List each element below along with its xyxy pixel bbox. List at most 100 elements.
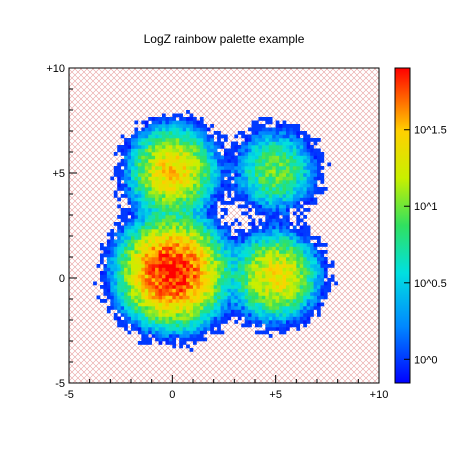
heatmap-cell bbox=[137, 225, 142, 230]
heatmap-cell bbox=[275, 159, 280, 163]
heatmap-cell bbox=[148, 155, 152, 160]
heatmap-cell bbox=[258, 271, 263, 275]
heatmap-cell bbox=[320, 302, 325, 307]
heatmap-cell bbox=[210, 141, 214, 146]
heatmap-cell bbox=[289, 134, 294, 139]
heatmap-cell bbox=[124, 274, 128, 279]
heatmap-cell bbox=[292, 306, 297, 310]
heatmap-cell bbox=[272, 257, 276, 261]
heatmap-cell bbox=[217, 299, 221, 303]
heatmap-cell bbox=[313, 253, 318, 258]
heatmap-cell bbox=[313, 176, 318, 181]
heatmap-cell bbox=[286, 260, 290, 265]
heatmap-cell bbox=[134, 211, 139, 216]
heatmap-cell bbox=[186, 229, 190, 233]
heatmap-cell bbox=[210, 190, 214, 195]
heatmap-cell bbox=[272, 134, 276, 139]
heatmap-cell bbox=[299, 229, 304, 233]
heatmap-cell bbox=[155, 320, 159, 324]
heatmap-cell bbox=[120, 236, 125, 240]
heatmap-cell bbox=[203, 285, 208, 289]
heatmap-cell bbox=[203, 239, 208, 244]
heatmap-cell bbox=[186, 299, 190, 303]
heatmap-cell bbox=[230, 152, 235, 156]
heatmap-cell bbox=[255, 292, 259, 296]
heatmap-cell bbox=[189, 330, 194, 335]
heatmap-cell bbox=[131, 306, 135, 310]
heatmap-cell bbox=[272, 323, 276, 328]
heatmap-cell bbox=[203, 260, 208, 265]
heatmap-cell bbox=[227, 152, 232, 156]
heatmap-cell bbox=[296, 281, 301, 286]
heatmap-cell bbox=[165, 197, 170, 202]
heatmap-cell bbox=[241, 204, 245, 209]
heatmap-cell bbox=[137, 148, 142, 153]
heatmap-cell bbox=[310, 159, 314, 163]
heatmap-cell bbox=[186, 313, 190, 317]
heatmap-cell bbox=[279, 127, 283, 132]
heatmap-cell bbox=[272, 190, 276, 195]
heatmap-cell bbox=[175, 141, 180, 146]
heatmap-cell bbox=[165, 323, 170, 328]
heatmap-cell bbox=[120, 229, 125, 233]
heatmap-cell bbox=[286, 285, 290, 289]
heatmap-cell bbox=[213, 208, 218, 212]
heatmap-cell bbox=[289, 229, 294, 233]
heatmap-cell bbox=[282, 323, 287, 328]
heatmap-cell bbox=[148, 292, 152, 296]
heatmap-cell bbox=[303, 246, 307, 251]
heatmap-cell bbox=[168, 313, 173, 317]
heatmap-cell bbox=[275, 173, 280, 177]
heatmap-cell bbox=[313, 281, 318, 286]
heatmap-cell bbox=[144, 215, 149, 219]
heatmap-cell bbox=[237, 292, 242, 296]
heatmap-cell bbox=[296, 229, 301, 233]
heatmap-cell bbox=[158, 306, 163, 310]
heatmap-cell bbox=[189, 173, 194, 177]
heatmap-cell bbox=[162, 190, 166, 195]
heatmap-cell bbox=[175, 190, 180, 195]
heatmap-cell bbox=[292, 159, 297, 163]
heatmap-cell bbox=[110, 299, 115, 303]
heatmap-cell bbox=[137, 285, 142, 289]
heatmap-cell bbox=[203, 323, 208, 328]
heatmap-cell bbox=[175, 316, 180, 321]
heatmap-cell bbox=[172, 166, 177, 170]
y-tick-label: 0 bbox=[59, 273, 65, 285]
heatmap-cell bbox=[303, 162, 307, 167]
heatmap-cell bbox=[131, 236, 135, 240]
heatmap-cell bbox=[131, 138, 135, 142]
heatmap-cell bbox=[248, 236, 252, 240]
heatmap-cell bbox=[193, 166, 197, 170]
heatmap-cell bbox=[296, 232, 301, 237]
heatmap-cell bbox=[289, 204, 294, 209]
heatmap-cell bbox=[117, 148, 121, 153]
heatmap-cell bbox=[165, 337, 170, 342]
heatmap-cell bbox=[244, 295, 249, 300]
heatmap-cell bbox=[261, 302, 266, 307]
heatmap-cell bbox=[210, 222, 214, 226]
heatmap-cell bbox=[237, 309, 242, 314]
heatmap-cell bbox=[272, 176, 276, 181]
heatmap-cell bbox=[317, 281, 321, 286]
heatmap-cell bbox=[210, 327, 214, 331]
heatmap-cell bbox=[292, 127, 297, 132]
heatmap-cell bbox=[275, 316, 280, 321]
heatmap-cell bbox=[220, 229, 225, 233]
heatmap-cell bbox=[144, 288, 149, 293]
heatmap-cell bbox=[296, 162, 301, 167]
heatmap-cell bbox=[241, 134, 245, 139]
heatmap-cell bbox=[179, 166, 183, 170]
heatmap-cell bbox=[296, 306, 301, 310]
heatmap-cell bbox=[330, 260, 335, 265]
heatmap-cell bbox=[162, 246, 166, 251]
heatmap-cell bbox=[237, 299, 242, 303]
heatmap-cell bbox=[141, 302, 146, 307]
heatmap-cell bbox=[224, 229, 228, 233]
heatmap-cell bbox=[206, 197, 211, 202]
heatmap-cell bbox=[189, 169, 194, 174]
heatmap-cell bbox=[230, 313, 235, 317]
heatmap-cell bbox=[158, 162, 163, 167]
heatmap-cell bbox=[186, 257, 190, 261]
y-tick-label: +5 bbox=[52, 168, 65, 180]
